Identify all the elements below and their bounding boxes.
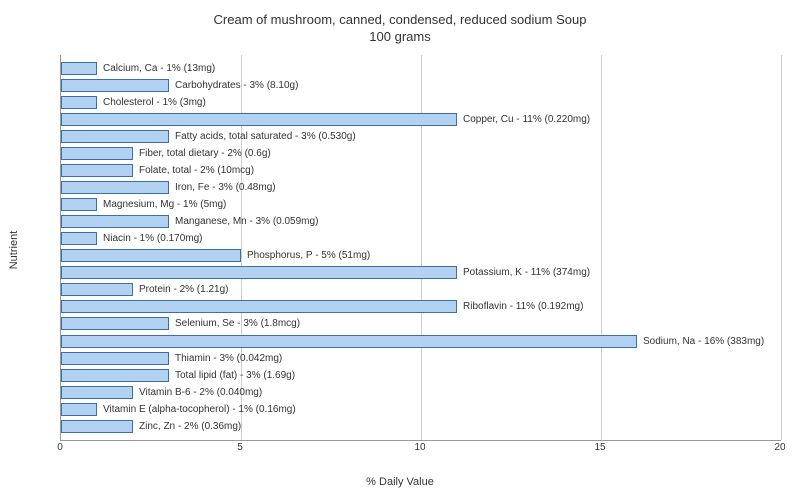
bar-row: Copper, Cu - 11% (0.220mg) (61, 113, 781, 127)
bar-row: Fatty acids, total saturated - 3% (0.530… (61, 130, 781, 144)
bar-row: Protein - 2% (1.21g) (61, 283, 781, 297)
x-axis-label: % Daily Value (366, 476, 434, 488)
bar-row: Vitamin B-6 - 2% (0.040mg) (61, 385, 781, 399)
bars-group: Calcium, Ca - 1% (13mg) Carbohydrates - 3… (61, 60, 781, 435)
bar-row: Cholesterol - 1% (3mg) (61, 96, 781, 110)
nutrient-bar (61, 386, 133, 399)
x-tick-label: 5 (237, 442, 243, 453)
nutrient-bar (61, 403, 97, 416)
chart-title: Cream of mushroom, canned, condensed, re… (0, 0, 800, 46)
chart-container: Cream of mushroom, canned, condensed, re… (0, 0, 800, 500)
bar-row: Manganese, Mn - 3% (0.059mg) (61, 215, 781, 229)
nutrient-bar (61, 79, 169, 92)
nutrient-label: Iron, Fe - 3% (0.48mg) (175, 182, 276, 193)
nutrient-label: Selenium, Se - 3% (1.8mcg) (175, 318, 300, 329)
nutrient-label: Total lipid (fat) - 3% (1.69g) (175, 370, 295, 381)
nutrient-bar (61, 181, 169, 194)
nutrient-label: Zinc, Zn - 2% (0.36mg) (139, 421, 241, 432)
x-tick-label: 10 (414, 442, 425, 453)
nutrient-bar (61, 369, 169, 382)
bar-row: Folate, total - 2% (10mcg) (61, 164, 781, 178)
nutrient-bar (61, 232, 97, 245)
nutrient-label: Riboflavin - 11% (0.192mg) (463, 301, 583, 312)
nutrient-label: Thiamin - 3% (0.042mg) (175, 353, 282, 364)
nutrient-bar (61, 352, 169, 365)
nutrient-bar (61, 164, 133, 177)
x-tick-label: 20 (774, 442, 785, 453)
nutrient-label: Magnesium, Mg - 1% (5mg) (103, 199, 226, 210)
nutrient-label: Vitamin B-6 - 2% (0.040mg) (139, 387, 262, 398)
bar-row: Selenium, Se - 3% (1.8mcg) (61, 317, 781, 331)
nutrient-bar (61, 130, 169, 143)
bar-row: Niacin - 1% (0.170mg) (61, 232, 781, 246)
nutrient-bar (61, 249, 241, 262)
x-ticks: 05101520 (60, 442, 780, 462)
nutrient-bar (61, 283, 133, 296)
bar-row: Magnesium, Mg - 1% (5mg) (61, 198, 781, 212)
x-tick-label: 0 (57, 442, 63, 453)
bar-row: Riboflavin - 11% (0.192mg) (61, 300, 781, 314)
bar-row: Iron, Fe - 3% (0.48mg) (61, 181, 781, 195)
nutrient-label: Phosphorus, P - 5% (51mg) (247, 250, 370, 261)
nutrient-label: Sodium, Na - 16% (383mg) (643, 336, 764, 347)
plot-area: Calcium, Ca - 1% (13mg) Carbohydrates - 3… (60, 55, 781, 441)
bar-row: Thiamin - 3% (0.042mg) (61, 351, 781, 365)
nutrient-bar (61, 266, 457, 279)
bar-row: Calcium, Ca - 1% (13mg) (61, 62, 781, 76)
x-tick-label: 15 (594, 442, 605, 453)
bar-row: Fiber, total dietary - 2% (0.6g) (61, 147, 781, 161)
nutrient-label: Carbohydrates - 3% (8.10g) (175, 80, 298, 91)
nutrient-bar (61, 300, 457, 313)
bar-row: Zinc, Zn - 2% (0.36mg) (61, 419, 781, 433)
nutrient-bar (61, 335, 637, 348)
nutrient-label: Cholesterol - 1% (3mg) (103, 97, 206, 108)
nutrient-label: Fiber, total dietary - 2% (0.6g) (139, 148, 271, 159)
nutrient-label: Manganese, Mn - 3% (0.059mg) (175, 216, 318, 227)
nutrient-bar (61, 62, 97, 75)
gridline (781, 55, 782, 440)
nutrient-label: Calcium, Ca - 1% (13mg) (103, 63, 215, 74)
nutrient-label: Potassium, K - 11% (374mg) (463, 267, 590, 278)
bar-row: Vitamin E (alpha-tocopherol) - 1% (0.16m… (61, 402, 781, 416)
bar-row: Potassium, K - 11% (374mg) (61, 266, 781, 280)
nutrient-bar (61, 113, 457, 126)
nutrient-bar (61, 420, 133, 433)
bar-row: Sodium, Na - 16% (383mg) (61, 334, 781, 348)
bar-row: Total lipid (fat) - 3% (1.69g) (61, 368, 781, 382)
nutrient-bar (61, 147, 133, 160)
nutrient-label: Fatty acids, total saturated - 3% (0.530… (175, 131, 356, 142)
nutrient-bar (61, 317, 169, 330)
bar-row: Carbohydrates - 3% (8.10g) (61, 79, 781, 93)
title-line2: 100 grams (369, 29, 430, 44)
y-axis-label: Nutrient (8, 231, 20, 270)
nutrient-bar (61, 215, 169, 228)
nutrient-bar (61, 96, 97, 109)
nutrient-label: Protein - 2% (1.21g) (139, 284, 229, 295)
nutrient-bar (61, 198, 97, 211)
bar-row: Phosphorus, P - 5% (51mg) (61, 249, 781, 263)
nutrient-label: Folate, total - 2% (10mcg) (139, 165, 254, 176)
nutrient-label: Niacin - 1% (0.170mg) (103, 233, 202, 244)
nutrient-label: Copper, Cu - 11% (0.220mg) (463, 114, 590, 125)
nutrient-label: Vitamin E (alpha-tocopherol) - 1% (0.16m… (103, 404, 296, 415)
title-line1: Cream of mushroom, canned, condensed, re… (214, 12, 587, 27)
